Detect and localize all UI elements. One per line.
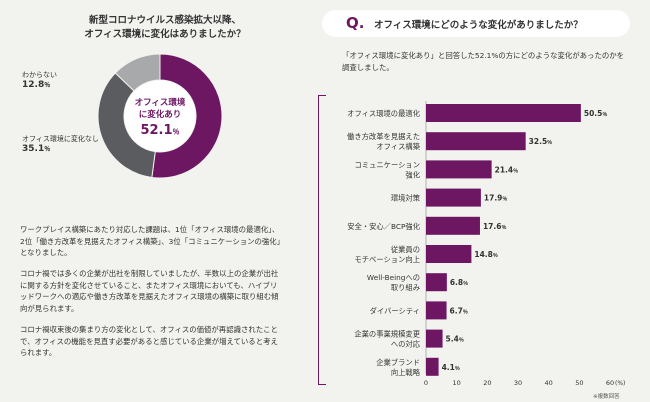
bar [426, 245, 472, 263]
question-letter: Q. [346, 14, 365, 32]
category-label: Well-Beingへの取り組み [367, 273, 420, 292]
category-label: 環境対策 [391, 194, 421, 203]
question-text: オフィス環境にどのような変化がありましたか？ [374, 20, 583, 31]
value-label: 4.1％ [442, 363, 460, 372]
x-tick-label: 40 [545, 379, 553, 387]
donut-chart [97, 53, 223, 179]
body-paragraph-1: ワークプレイス構築にあたり対応した課題は、1位「オフィス環境の最適化」、2位「働… [20, 225, 281, 258]
donut-center-label: オフィス環境 に変化あり 52.1％ [120, 97, 200, 141]
x-tick-label: 10 [453, 379, 461, 387]
value-label: 21.4％ [495, 165, 519, 174]
value-label: 14.8％ [474, 250, 498, 259]
x-axis-unit: (%) [615, 380, 625, 387]
bar [426, 104, 581, 122]
question-note: 「オフィス環境に変化あり」と回答した52.1%の方にどのような変化があったのかを… [342, 51, 625, 72]
category-label: 従業員のモチベーション向上 [354, 245, 420, 264]
value-label: 32.5％ [529, 137, 553, 146]
donut-title-line2: オフィス環境に変化はありましたか？ [84, 29, 246, 40]
bar [426, 357, 439, 376]
category-label: 企業の事業規模変更への対応 [354, 330, 420, 349]
segment-label-no-change: オフィス環境に変化なし [22, 135, 99, 143]
bar [426, 132, 526, 151]
x-tick-label: 20 [483, 379, 491, 387]
category-label: 安全・安心／BCP強化 [347, 222, 420, 231]
x-tick-label: 60 [606, 379, 614, 387]
category-label: ダイバーシティ [370, 306, 420, 315]
donut-slice-changed [151, 53, 223, 179]
value-label: 5.4％ [446, 335, 464, 344]
value-label: 6.8％ [450, 278, 468, 287]
donut-center-line1: オフィス環境 [134, 98, 186, 108]
category-label: 働き方改革を見据えたオフィス構築 [347, 132, 421, 151]
body-paragraph-2: コロナ禍では多くの企業が出社を制限していましたが、半数以上の企業が出社に関する方… [20, 269, 279, 313]
value-label: 17.6％ [483, 222, 507, 231]
donut-slice-unknown [114, 53, 161, 92]
donut-slice-no-change [97, 72, 156, 179]
segment-value-unknown: 12.8％ [22, 80, 51, 90]
chart-bracket [318, 95, 326, 385]
question-box: Q. オフィス環境にどのような変化がありましたか？ [322, 10, 630, 37]
donut-title-line1: 新型コロナウイルス感染拡大以降、 [88, 15, 241, 26]
bar [426, 188, 481, 207]
value-label: 17.9％ [484, 194, 508, 203]
bar [426, 216, 480, 235]
value-label: 6.7％ [450, 306, 468, 315]
donut-hole [124, 80, 196, 152]
donut-title: 新型コロナウイルス感染拡大以降、 オフィス環境に変化はありましたか？ [60, 14, 270, 42]
bar [426, 160, 492, 179]
segment-label-unknown: わからない [22, 71, 57, 79]
bar [426, 301, 447, 320]
value-label: 50.5％ [584, 109, 608, 118]
x-tick-label: 30 [514, 379, 522, 387]
body-paragraph-3: コロナ禍収束後の集まり方の変化として、オフィスの価値が再認識されたことで、オフィ… [20, 325, 278, 358]
bar [426, 273, 447, 292]
category-label: オフィス環境の最適化 [347, 109, 421, 118]
x-tick-label: 0 [424, 379, 428, 387]
category-label: コミュニケーション強化 [354, 160, 420, 179]
x-tick-label: 50 [575, 379, 583, 387]
segment-value-no-change: 35.1％ [22, 144, 51, 154]
category-label: 企業ブランド向上戦略 [376, 358, 420, 377]
footnote: ※複数回答 [593, 394, 620, 400]
donut-center-line2: に変化あり [138, 110, 182, 120]
donut-center-value: 52.1％ [140, 123, 180, 138]
bar [426, 329, 443, 348]
